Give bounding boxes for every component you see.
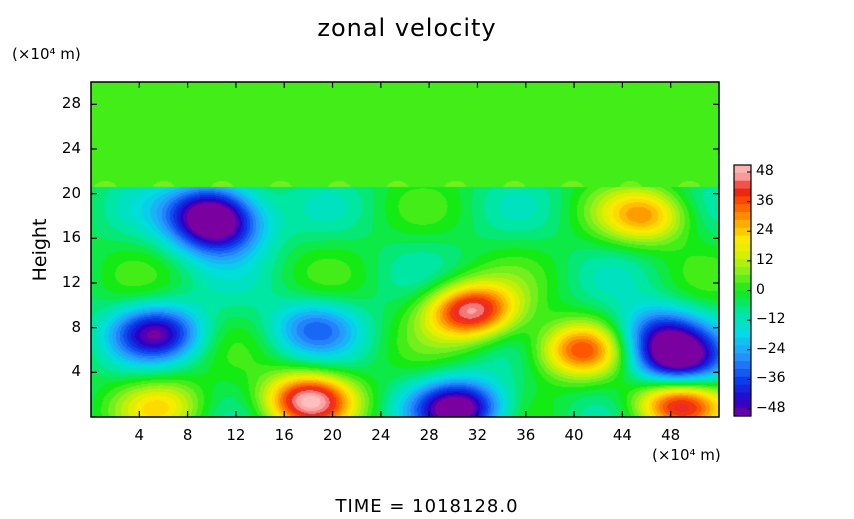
colorbar-swatch — [734, 243, 751, 252]
colorbar-swatch — [734, 227, 751, 237]
time-footer: TIME = 1018128.0 — [335, 496, 519, 517]
colorbar-swatch — [734, 392, 751, 401]
x-tick-label: 20 — [322, 426, 343, 444]
colorbar-tick-label: 12 — [756, 251, 774, 268]
colorbar-tick-label: −36 — [756, 370, 786, 387]
colorbar-swatch — [734, 408, 751, 417]
colorbar-swatch — [734, 188, 751, 197]
colorbar-swatch — [734, 251, 751, 260]
colorbar-swatch — [734, 290, 751, 299]
colorbar-swatch — [734, 314, 751, 323]
colorbar-swatch — [734, 235, 751, 245]
colorbar-swatch — [734, 282, 751, 292]
x-tick-label: 36 — [516, 426, 536, 444]
y-axis-unit: (×10⁴ m) — [12, 45, 81, 63]
y-tick-label: 24 — [61, 139, 81, 157]
velocity-field — [91, 82, 719, 417]
x-tick-label: 12 — [226, 426, 246, 444]
colorbar-tick-label: −24 — [756, 340, 786, 357]
x-tick-label: 32 — [467, 426, 487, 444]
plot-frame — [90, 81, 720, 418]
colorbar-swatch — [734, 337, 751, 347]
colorbar-swatch — [734, 384, 751, 394]
y-tick-label: 28 — [61, 94, 81, 113]
colorbar-swatch — [734, 212, 751, 221]
colorbar-swatch — [734, 345, 751, 354]
x-tick-label: 44 — [612, 426, 632, 444]
x-axis-unit: (×10⁴ m) — [652, 446, 721, 464]
x-tick-label: 40 — [564, 426, 584, 444]
chart-title: zonal velocity — [317, 14, 497, 42]
x-tick-label: 16 — [274, 426, 294, 444]
colorbar-swatch — [734, 321, 751, 331]
colorbar-tick-label: −12 — [756, 311, 786, 328]
colorbar-tick-label: 24 — [756, 222, 774, 239]
x-tick-label: 8 — [182, 426, 193, 444]
colorbar-swatch — [734, 400, 751, 409]
colorbar-swatch — [734, 361, 751, 370]
colorbar-swatch — [734, 329, 751, 339]
y-tick-label: 16 — [61, 228, 81, 247]
x-tick-label: 28 — [419, 426, 439, 444]
colorbar-swatch — [734, 274, 751, 284]
colorbar-tick-label: 0 — [756, 281, 765, 298]
colorbar-swatch — [734, 306, 751, 315]
colorbar-swatch — [734, 298, 751, 307]
colorbar-swatch — [734, 266, 751, 276]
x-tick-label: 48 — [661, 426, 681, 444]
x-tick-label: 24 — [371, 426, 391, 444]
colorbar-swatch — [734, 180, 751, 190]
colorbar-tick-label: 48 — [756, 163, 774, 179]
y-tick-label: 8 — [71, 317, 81, 336]
y-tick-label: 12 — [61, 273, 81, 291]
colorbar-swatch — [734, 165, 751, 174]
x-tick-label: 4 — [134, 426, 145, 444]
colorbar-swatch — [734, 353, 751, 362]
colorbar-swatch — [734, 376, 751, 386]
colorbar-swatch — [734, 368, 751, 378]
colorbar-swatch — [734, 259, 751, 268]
y-tick-label: 4 — [71, 362, 81, 381]
y-tick-label: 20 — [61, 183, 81, 202]
colorbar-swatch — [734, 196, 751, 205]
colorbar-swatch — [734, 204, 751, 213]
colorbar-tick-label: 36 — [756, 192, 774, 209]
colorbar-swatch — [734, 172, 751, 182]
colorbar-tick-label: −48 — [756, 400, 786, 416]
colorbar-swatch — [734, 219, 751, 229]
